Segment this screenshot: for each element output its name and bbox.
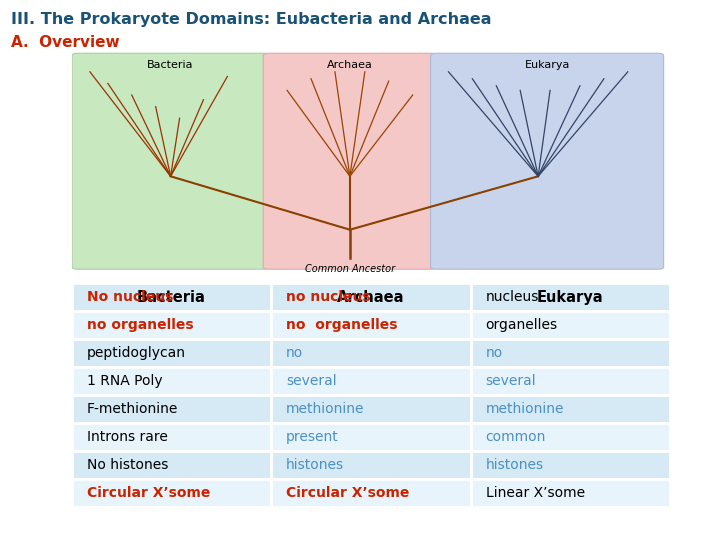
FancyBboxPatch shape bbox=[264, 53, 436, 269]
Bar bbox=[471, 339, 670, 367]
Bar bbox=[471, 284, 670, 312]
Bar bbox=[271, 479, 471, 507]
Text: common: common bbox=[485, 430, 546, 444]
Text: Introns rare: Introns rare bbox=[87, 430, 168, 444]
Bar bbox=[72, 284, 271, 312]
Text: Eukarya: Eukarya bbox=[524, 60, 570, 70]
Text: no  organelles: no organelles bbox=[286, 319, 397, 332]
Bar bbox=[271, 451, 471, 479]
Text: A.  Overview: A. Overview bbox=[11, 35, 120, 50]
Text: present: present bbox=[286, 430, 338, 444]
Bar bbox=[471, 312, 670, 339]
Text: no nucleus: no nucleus bbox=[286, 291, 371, 305]
Bar bbox=[471, 479, 670, 507]
Bar bbox=[271, 423, 471, 451]
Text: III. The Prokaryote Domains: Eubacteria and Archaea: III. The Prokaryote Domains: Eubacteria … bbox=[11, 12, 491, 27]
Text: Archaea: Archaea bbox=[337, 290, 405, 305]
Text: no organelles: no organelles bbox=[87, 319, 194, 332]
Text: F-methionine: F-methionine bbox=[87, 402, 179, 416]
Bar bbox=[72, 451, 271, 479]
Text: Circular X’some: Circular X’some bbox=[87, 486, 210, 500]
Text: Bacteria: Bacteria bbox=[148, 60, 194, 70]
Bar bbox=[72, 423, 271, 451]
Text: no: no bbox=[286, 346, 303, 360]
Text: No histones: No histones bbox=[87, 458, 168, 472]
Bar bbox=[271, 339, 471, 367]
Text: histones: histones bbox=[286, 458, 344, 472]
Bar bbox=[72, 395, 271, 423]
Text: Eukarya: Eukarya bbox=[537, 290, 603, 305]
Bar bbox=[72, 479, 271, 507]
Text: Bacteria: Bacteria bbox=[137, 290, 206, 305]
Bar bbox=[271, 284, 471, 312]
Text: Common Ancestor: Common Ancestor bbox=[305, 264, 395, 274]
Text: methionine: methionine bbox=[485, 402, 564, 416]
Text: Archaea: Archaea bbox=[327, 60, 373, 70]
Text: organelles: organelles bbox=[485, 319, 558, 332]
Bar bbox=[72, 367, 271, 395]
Text: No nucleus: No nucleus bbox=[87, 291, 174, 305]
FancyBboxPatch shape bbox=[431, 53, 664, 269]
Bar bbox=[271, 312, 471, 339]
Bar bbox=[271, 284, 471, 312]
Text: no: no bbox=[485, 346, 503, 360]
Bar bbox=[271, 367, 471, 395]
Bar bbox=[471, 451, 670, 479]
Text: several: several bbox=[286, 374, 336, 388]
Bar bbox=[471, 367, 670, 395]
Text: nucleus: nucleus bbox=[485, 291, 539, 305]
Bar bbox=[72, 284, 271, 312]
Text: 1 RNA Poly: 1 RNA Poly bbox=[87, 374, 163, 388]
Text: Circular X’some: Circular X’some bbox=[286, 486, 409, 500]
Text: methionine: methionine bbox=[286, 402, 364, 416]
Text: several: several bbox=[485, 374, 536, 388]
Text: peptidoglycan: peptidoglycan bbox=[87, 346, 186, 360]
Bar bbox=[72, 339, 271, 367]
Bar bbox=[271, 395, 471, 423]
Text: histones: histones bbox=[485, 458, 544, 472]
Text: Linear X’some: Linear X’some bbox=[485, 486, 585, 500]
Bar bbox=[471, 395, 670, 423]
Bar bbox=[471, 423, 670, 451]
Bar bbox=[471, 284, 670, 312]
FancyBboxPatch shape bbox=[72, 53, 269, 269]
Bar bbox=[72, 312, 271, 339]
